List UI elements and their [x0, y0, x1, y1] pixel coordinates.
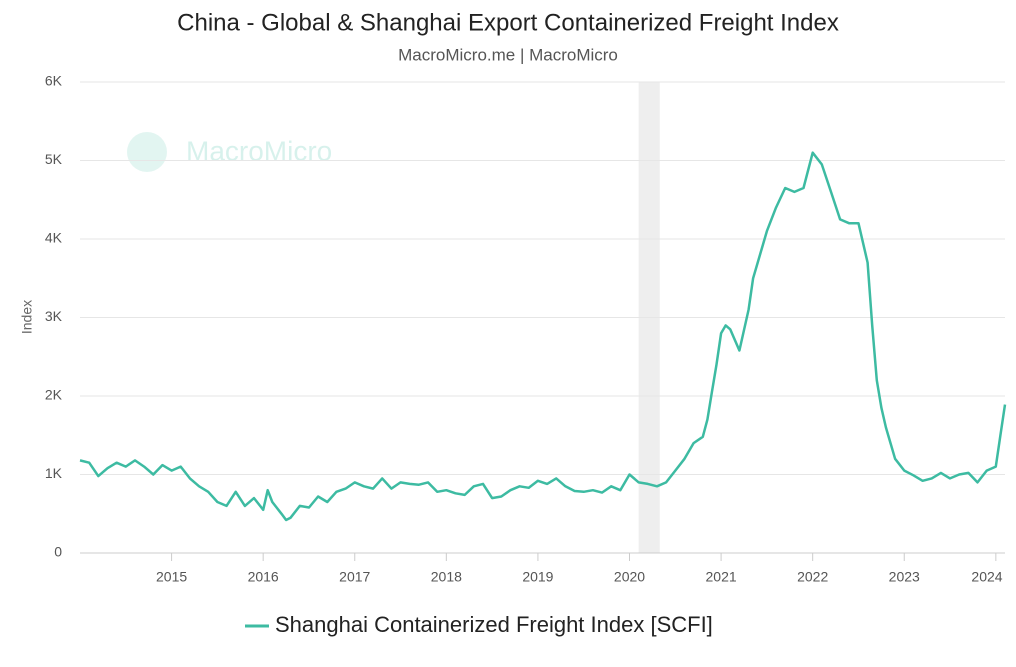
- y-tick-label: 0: [54, 544, 62, 560]
- x-tick-label: 2021: [706, 569, 737, 585]
- watermark-logo: [127, 132, 167, 172]
- watermark: MacroMicro: [186, 135, 332, 166]
- y-axis-label: Index: [19, 300, 35, 334]
- x-tick-label: 2018: [431, 569, 462, 585]
- series-line: [79, 151, 1007, 522]
- legend-label: Shanghai Containerized Freight Index [SC…: [275, 612, 713, 637]
- y-tick-label: 1K: [45, 465, 63, 481]
- y-tick-label: 5K: [45, 151, 63, 167]
- x-tick-label: 2023: [889, 569, 920, 585]
- chart-title: China - Global & Shanghai Export Contain…: [177, 9, 839, 36]
- y-tick-label: 6K: [45, 73, 63, 89]
- y-tick-label: 3K: [45, 308, 63, 324]
- x-tick-label: 2017: [339, 569, 370, 585]
- x-tick-label: 2024: [971, 569, 1002, 585]
- chart-subtitle: MacroMicro.me | MacroMicro: [398, 45, 618, 64]
- x-tick-label: 2022: [797, 569, 828, 585]
- x-tick-label: 2020: [614, 569, 645, 585]
- y-tick-label: 2K: [45, 387, 63, 403]
- y-tick-label: 4K: [45, 230, 63, 246]
- x-tick-label: 2016: [248, 569, 279, 585]
- x-tick-label: 2015: [156, 569, 187, 585]
- x-tick-label: 2019: [522, 569, 553, 585]
